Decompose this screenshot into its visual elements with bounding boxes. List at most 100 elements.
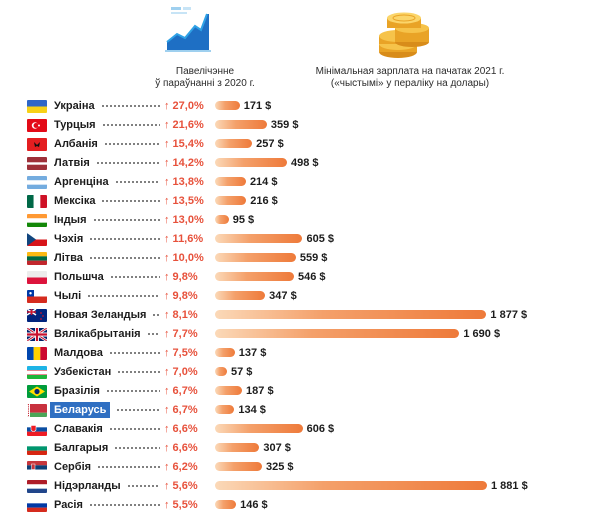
- flag-lt-icon: [27, 252, 47, 265]
- leader-dots: [93, 219, 160, 221]
- increase-label: ↑ 13,8%: [164, 176, 204, 188]
- increase-label: ↑ 7,5%: [164, 347, 198, 359]
- bar: [215, 367, 227, 376]
- wage-column-header: Мінімальная зарплата на пачатак 2021 г.(…: [315, 66, 505, 89]
- value-label: 1 690 $: [463, 328, 501, 340]
- increase-label: ↑ 11,6%: [164, 233, 204, 245]
- category-label: Новая Зеландыя: [54, 309, 147, 321]
- chart-row: Вялікабрытанія ↑ 7,7% 1 690 $: [0, 325, 590, 344]
- category-label: Вялікабрытанія: [54, 328, 141, 340]
- increase-column-header: Павелічэнне ў параўнанні з 2020 г.: [155, 66, 255, 89]
- flag-gb-icon: [27, 328, 47, 341]
- flag-pl-icon: [27, 271, 47, 284]
- increase-label: ↑ 13,0%: [164, 214, 204, 226]
- chart-row: Сербія ↑ 6,2% 325 $: [0, 458, 590, 477]
- leader-dots: [115, 181, 160, 183]
- flag-uz-icon: [27, 366, 47, 379]
- bar: [215, 500, 237, 509]
- leader-dots-wrap: Узбекістан: [0, 363, 160, 382]
- chart-row: Чылі ↑ 9,8% 347 $: [0, 287, 590, 306]
- value-label: 171 $: [243, 100, 272, 112]
- value-label: 214 $: [249, 176, 278, 188]
- chart-row: Расія ↑ 5,5% 146 $: [0, 496, 590, 515]
- category-label: Балгарыя: [54, 442, 109, 454]
- chart-row: Літва ↑ 10,0% 559 $: [0, 249, 590, 268]
- leader-dots: [96, 162, 160, 164]
- chart-row: Індыя ↑ 13,0% 95 $: [0, 211, 590, 230]
- leader-dots: [89, 238, 160, 240]
- chart-row: Беларусь ↑ 6,7% 134 $: [0, 401, 590, 420]
- leader-dots-wrap: Аргенціна: [0, 173, 160, 192]
- value-label: 1 877 $: [490, 309, 528, 321]
- leader-dots-wrap: Новая Зеландыя: [0, 306, 160, 325]
- bar: [215, 158, 287, 167]
- leader-dots: [89, 257, 160, 259]
- leader-dots-wrap: Балгарыя: [0, 439, 160, 458]
- flag-mx-icon: [27, 195, 47, 208]
- leader-dots-wrap: Славакія: [0, 420, 160, 439]
- leader-dots-wrap: Індыя: [0, 211, 160, 230]
- bar: [215, 101, 240, 110]
- bar: [215, 424, 303, 433]
- bar: [215, 196, 247, 205]
- bar: [215, 272, 294, 281]
- leader-dots-wrap: Мексіка: [0, 192, 160, 211]
- leader-dots-wrap: Сербія: [0, 458, 160, 477]
- value-label: 559 $: [299, 252, 328, 264]
- category-label: Мексіка: [54, 195, 96, 207]
- flag-cl-icon: [27, 290, 47, 303]
- leader-dots-wrap: Латвія: [0, 154, 160, 173]
- category-label: Турцыя: [54, 119, 96, 131]
- bar: [215, 443, 260, 452]
- value-label: 605 $: [306, 233, 335, 245]
- leader-dots: [101, 200, 160, 202]
- value-label: 216 $: [250, 195, 278, 207]
- flag-sk-icon: [27, 423, 47, 436]
- increase-label: ↑ 7,7%: [164, 328, 198, 340]
- value-label: 606 $: [306, 423, 335, 435]
- leader-dots: [109, 352, 160, 354]
- category-label: Латвія: [54, 157, 90, 169]
- category-label: Нідэрланды: [54, 480, 121, 492]
- leader-dots-wrap: Малдова: [0, 344, 160, 363]
- chart-row: Мексіка ↑ 13,5% 216 $: [0, 192, 590, 211]
- leader-dots-wrap: Літва: [0, 249, 160, 268]
- category-label: Албанія: [54, 138, 98, 150]
- leader-dots: [152, 314, 160, 316]
- flag-lv-icon: [27, 157, 47, 170]
- leader-dots: [147, 333, 160, 335]
- leader-dots: [116, 409, 160, 411]
- bar: [215, 215, 229, 224]
- flag-in-icon: [27, 214, 47, 227]
- leader-dots-wrap: Расія: [0, 496, 160, 515]
- value-label: 347 $: [269, 290, 297, 302]
- increase-label: ↑ 6,6%: [164, 442, 198, 454]
- leader-dots: [110, 276, 160, 278]
- leader-dots: [106, 390, 160, 392]
- leader-dots-wrap: Украіна: [0, 97, 160, 116]
- increase-label: ↑ 15,4%: [164, 138, 204, 150]
- category-label: Чэхія: [54, 233, 84, 245]
- chart-row: Узбекістан ↑ 7,0% 57 $: [0, 363, 590, 382]
- category-label: Аргенціна: [54, 176, 109, 188]
- leader-dots: [104, 143, 160, 145]
- bar: [215, 310, 487, 319]
- flag-ru-icon: [27, 499, 47, 512]
- flag-ar-icon: [27, 176, 47, 189]
- flag-al-icon: [27, 138, 47, 151]
- leader-dots-wrap: Нідэрланды: [0, 477, 160, 496]
- value-label: 1 881 $: [491, 480, 528, 492]
- value-label: 498 $: [291, 157, 319, 169]
- category-label: Украіна: [54, 100, 95, 112]
- leader-dots: [101, 105, 160, 107]
- value-label: 57 $: [231, 366, 253, 378]
- increase-label: ↑ 6,7%: [164, 404, 198, 416]
- flag-cz-icon: [27, 233, 47, 246]
- bar: [215, 462, 262, 471]
- bar: [215, 386, 243, 395]
- chart-row: Аргенціна ↑ 13,8% 214 $: [0, 173, 590, 192]
- increase-label: ↑ 13,5%: [164, 195, 204, 207]
- flag-nz-icon: [27, 309, 47, 322]
- leader-dots: [102, 124, 160, 126]
